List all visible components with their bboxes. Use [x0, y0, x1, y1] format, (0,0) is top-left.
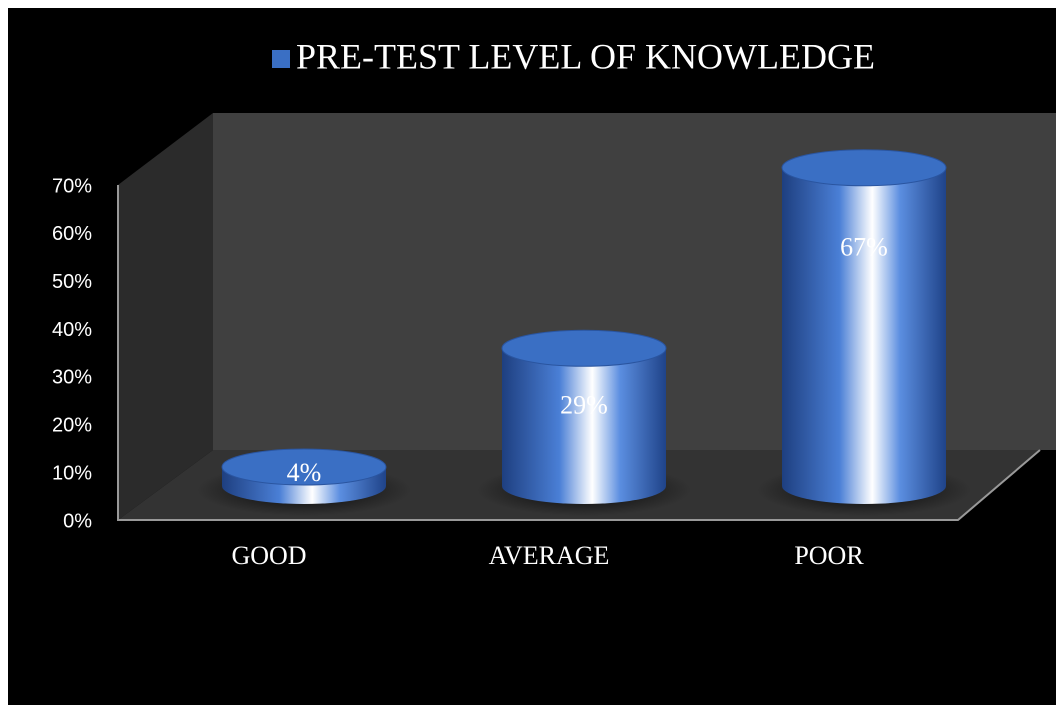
y-tick-label: 30%	[52, 367, 92, 389]
y-tick-label: 60%	[52, 223, 92, 245]
bar-top	[781, 149, 947, 187]
x-tick-label: AVERAGE	[489, 541, 610, 570]
data-label: 29%	[560, 390, 608, 419]
y-tick-label: 40%	[52, 319, 92, 341]
x-tick-label: POOR	[794, 541, 864, 570]
y-tick-label: 0%	[63, 510, 92, 532]
bar-top	[501, 329, 667, 367]
side-wall	[118, 113, 213, 520]
y-tick-label: 70%	[52, 175, 92, 197]
bar-top	[221, 448, 387, 486]
axis-line	[117, 185, 1041, 521]
data-label: 4%	[287, 458, 322, 487]
x-tick-label: GOOD	[231, 541, 306, 570]
y-tick-label: 50%	[52, 271, 92, 293]
data-label: 67%	[840, 233, 888, 262]
bar	[782, 167, 946, 504]
bar	[502, 348, 666, 504]
y-tick-label: 10%	[52, 462, 92, 484]
legend-label: PRE-TEST LEVEL OF KNOWLEDGE	[296, 36, 875, 76]
legend-swatch	[272, 50, 290, 68]
y-tick-label: 20%	[52, 415, 92, 437]
